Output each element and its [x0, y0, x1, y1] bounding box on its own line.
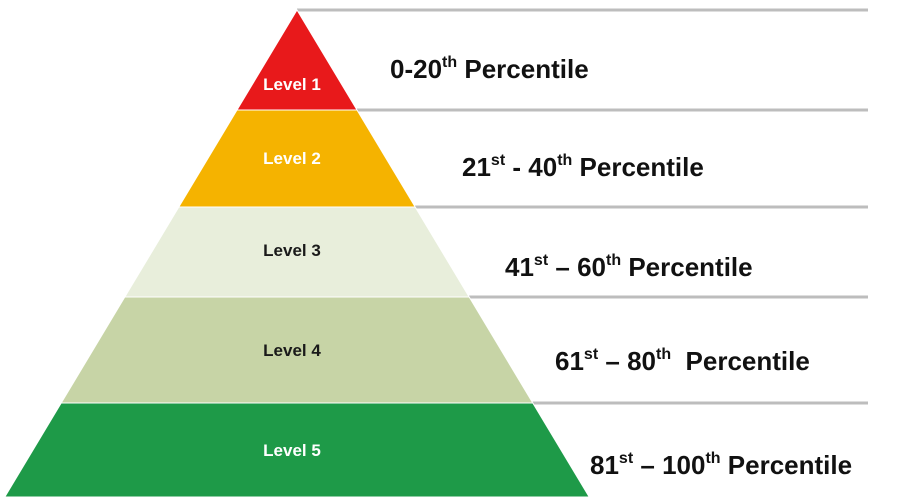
text-run: - 40 [505, 152, 557, 182]
level-label: Level 1 [263, 75, 321, 94]
superscript: st [584, 346, 599, 363]
pyramid-tier [3, 402, 591, 498]
percentile-text: 41st – 60th Percentile [505, 252, 753, 282]
pyramid-tier [236, 9, 358, 111]
percentile-text: 21st - 40th Percentile [462, 152, 704, 182]
percentile-text: 81st – 100th Percentile [590, 450, 852, 480]
text-run: 41 [505, 252, 534, 282]
superscript: st [491, 152, 506, 169]
level-label: Level 4 [263, 341, 321, 360]
text-run: 61 [555, 346, 584, 376]
percentile-text: 61st – 80th Percentile [555, 346, 810, 376]
superscript: th [606, 252, 621, 269]
text-run: 21 [462, 152, 491, 182]
text-run: – 80 [598, 346, 656, 376]
level-label: Level 2 [263, 149, 321, 168]
superscript: th [442, 54, 457, 71]
level-label: Level 5 [263, 441, 321, 460]
text-run: – 60 [548, 252, 606, 282]
text-run: 0-20 [390, 54, 442, 84]
superscript: st [619, 450, 634, 467]
percentile-text: 0-20th Percentile [390, 54, 589, 84]
text-run: Percentile [457, 54, 589, 84]
text-run: Percentile [621, 252, 753, 282]
text-run: 81 [590, 450, 619, 480]
text-run: Percentile [671, 346, 810, 376]
text-run: – 100 [633, 450, 705, 480]
text-run: Percentile [572, 152, 704, 182]
superscript: st [534, 252, 549, 269]
text-run: Percentile [721, 450, 853, 480]
superscript: th [705, 450, 720, 467]
superscript: th [557, 152, 572, 169]
level-label: Level 3 [263, 241, 321, 260]
superscript: th [656, 346, 671, 363]
